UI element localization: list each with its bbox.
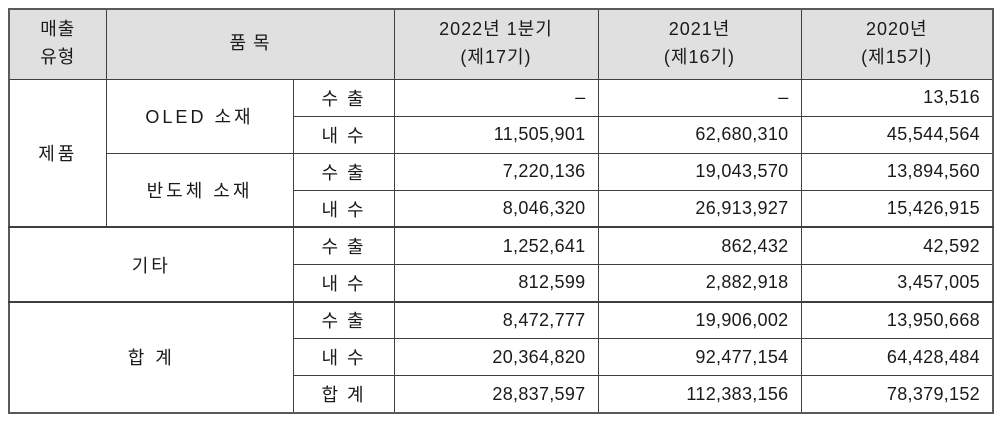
value-cell: 26,913,927 — [597, 189, 802, 228]
value-cell: 64,428,484 — [800, 338, 994, 377]
value-cell: 15,426,915 — [800, 189, 994, 228]
header-sales-type-line1: 매출 — [40, 19, 76, 40]
table-row: 내 수 20,364,820 92,477,154 64,428,484 — [9, 338, 994, 377]
channel-cell: 합 계 — [292, 375, 395, 414]
channel-cell: 수 출 — [292, 300, 395, 340]
value-cell: 13,894,560 — [800, 152, 994, 191]
value-cell: 7,220,136 — [393, 152, 599, 191]
value-cell: 19,043,570 — [597, 152, 802, 191]
header-period-2021: 2021년 (제16기) — [597, 8, 802, 80]
table-row: 반도체 소재 수 출 7,220,136 19,043,570 13,894,5… — [9, 152, 994, 228]
value-cell: 42,592 — [800, 226, 994, 266]
channel-cell: 수 출 — [292, 78, 395, 117]
value-cell: 92,477,154 — [597, 338, 802, 377]
header-period-2020: 2020년 (제15기) — [800, 8, 994, 80]
group-etc-cell: 기타 — [8, 226, 294, 303]
table-row: 내 수 11,505,901 62,680,310 45,544,564 — [9, 115, 994, 154]
value-cell: – — [597, 78, 802, 117]
header-row: 매출 유형 품 목 2022년 1분기 (제17기) 2021년 (제16기) … — [8, 8, 994, 80]
header-period-2022-line2: (제17기) — [460, 47, 532, 68]
value-cell: 862,432 — [597, 226, 802, 266]
value-cell: 13,950,668 — [800, 300, 994, 340]
table-row: 합 계 수 출 8,472,777 19,906,002 13,950,668 — [8, 300, 994, 414]
header-period-2020-line1: 2020년 — [865, 19, 928, 40]
value-cell: 2,882,918 — [597, 264, 802, 303]
sales-by-product-table: 매출 유형 품 목 2022년 1분기 (제17기) 2021년 (제16기) … — [8, 8, 994, 414]
group-product-cell: 제품 — [8, 78, 107, 228]
table-row: 기타 수 출 1,252,641 862,432 42,592 — [8, 226, 994, 303]
header-period-2021-line1: 2021년 — [668, 19, 731, 40]
value-cell: 28,837,597 — [393, 375, 599, 414]
channel-cell: 수 출 — [292, 226, 395, 266]
value-cell: 1,252,641 — [393, 226, 599, 266]
header-item: 품 목 — [105, 8, 395, 80]
value-cell: 13,516 — [800, 78, 994, 117]
channel-cell: 내 수 — [292, 264, 395, 303]
table-row: 내 수 812,599 2,882,918 3,457,005 — [9, 264, 994, 303]
table-row: 합 계 28,837,597 112,383,156 78,379,152 — [9, 375, 994, 414]
value-cell: 112,383,156 — [597, 375, 802, 414]
channel-cell: 수 출 — [292, 152, 395, 191]
group-total-cell: 합 계 — [8, 300, 294, 414]
channel-cell: 내 수 — [292, 338, 395, 377]
table-row: 내 수 8,046,320 26,913,927 15,426,915 — [9, 189, 994, 228]
header-sales-type: 매출 유형 — [8, 8, 107, 80]
value-cell: 8,472,777 — [393, 300, 599, 340]
value-cell: 812,599 — [393, 264, 599, 303]
value-cell: 45,544,564 — [800, 115, 994, 154]
channel-cell: 내 수 — [292, 189, 395, 228]
header-sales-type-line2: 유형 — [40, 47, 76, 68]
value-cell: 19,906,002 — [597, 300, 802, 340]
header-period-2022: 2022년 1분기 (제17기) — [393, 8, 599, 80]
item-oled-cell: OLED 소재 — [105, 78, 294, 154]
value-cell: 78,379,152 — [800, 375, 994, 414]
channel-cell: 내 수 — [292, 115, 395, 154]
table-row: 제품 OLED 소재 수 출 – – 13,516 — [8, 78, 994, 228]
header-period-2020-line2: (제15기) — [861, 47, 933, 68]
value-cell: – — [393, 78, 599, 117]
value-cell: 8,046,320 — [393, 189, 599, 228]
header-period-2022-line1: 2022년 1분기 — [439, 19, 553, 40]
value-cell: 20,364,820 — [393, 338, 599, 377]
header-period-2021-line2: (제16기) — [663, 47, 736, 68]
item-semiconductor-cell: 반도체 소재 — [105, 152, 294, 228]
value-cell: 3,457,005 — [800, 264, 994, 303]
value-cell: 11,505,901 — [393, 115, 599, 154]
value-cell: 62,680,310 — [597, 115, 802, 154]
